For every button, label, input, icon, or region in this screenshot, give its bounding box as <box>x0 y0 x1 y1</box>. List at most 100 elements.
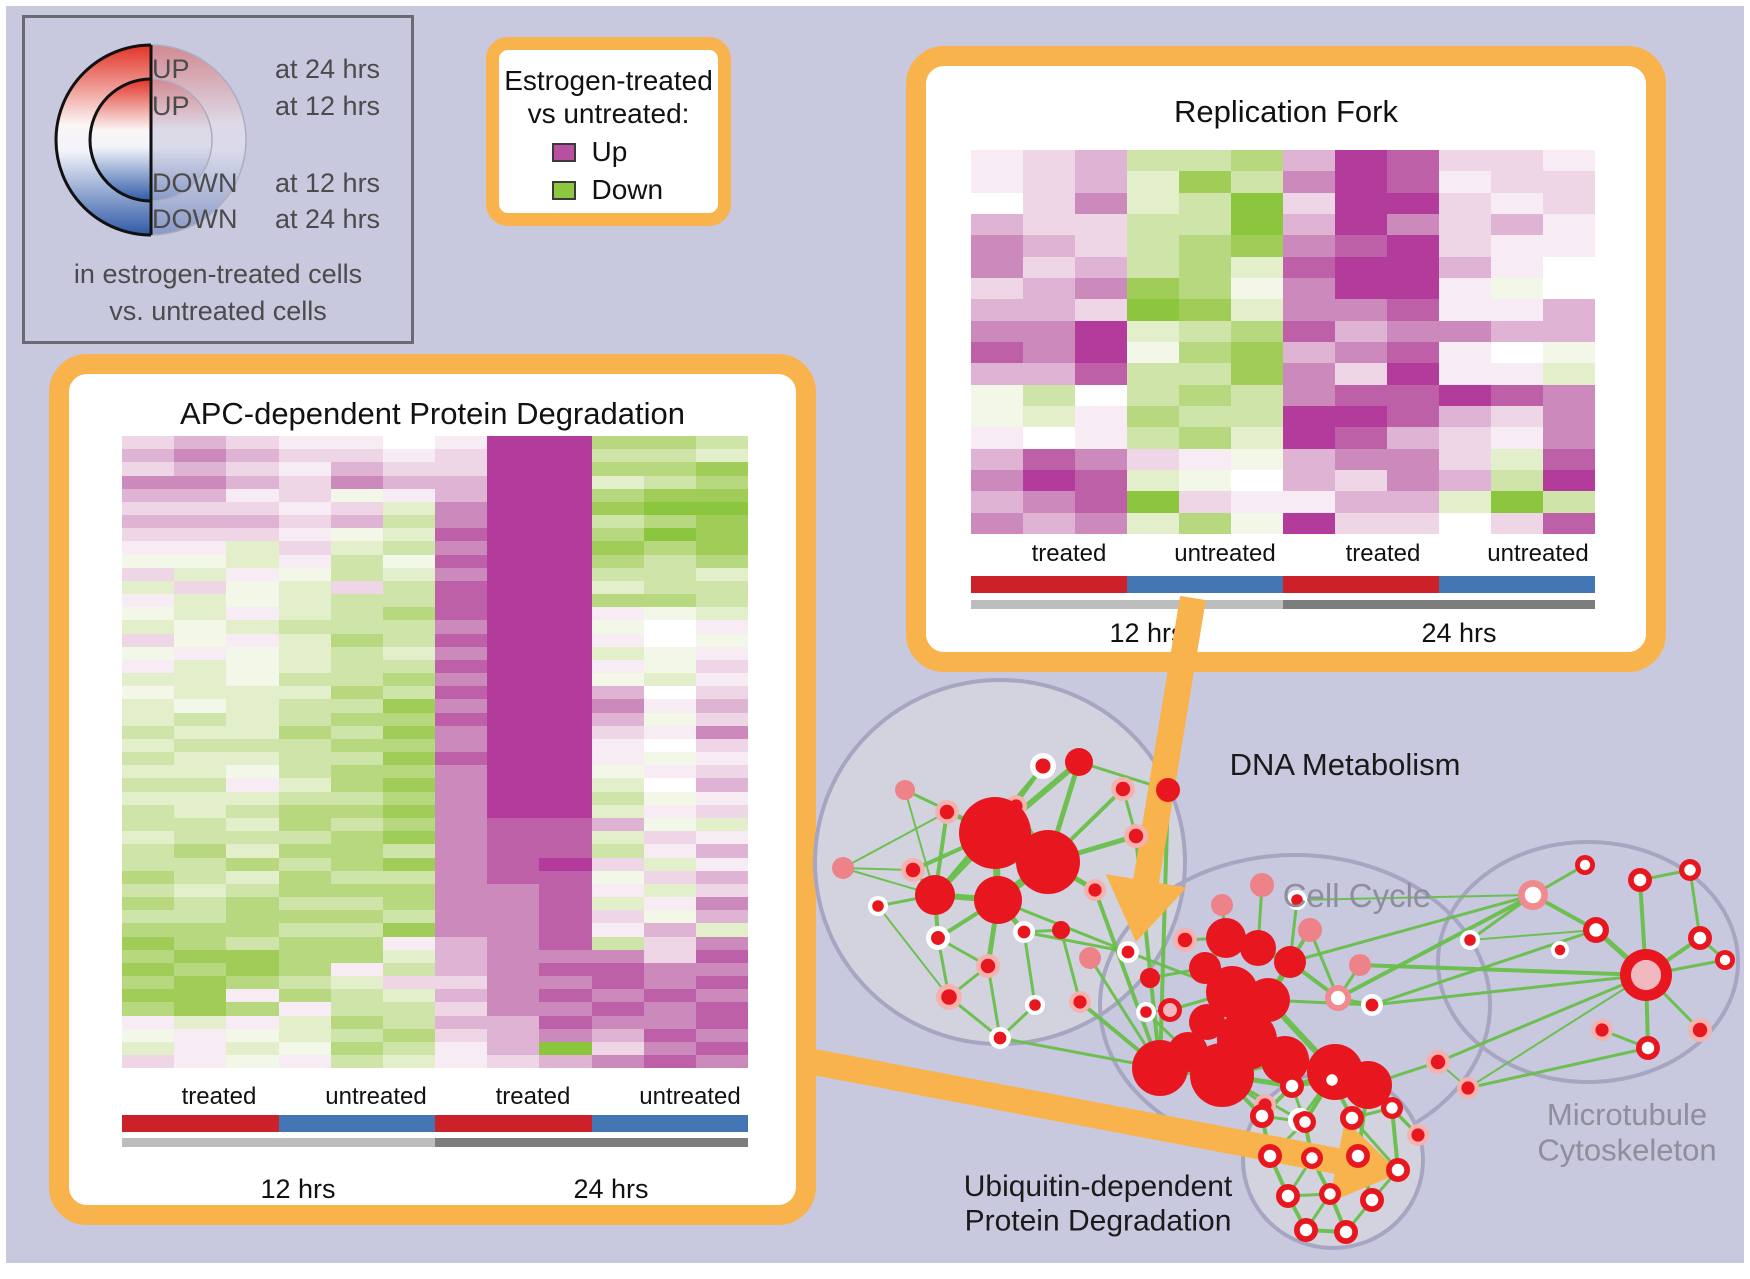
heatmap-cell <box>695 765 749 779</box>
heatmap-cell <box>591 607 644 621</box>
heatmap-cell <box>591 857 644 871</box>
heatmap-cell <box>487 594 540 608</box>
heatmap-cell <box>278 659 331 674</box>
legend-down-24-time: at 24 hrs <box>275 204 381 234</box>
heatmap-cell <box>122 646 175 660</box>
heatmap-cell <box>382 1041 436 1056</box>
heatmap-cell <box>487 475 540 489</box>
heatmap-cell <box>591 1015 644 1029</box>
heatmap-cell <box>643 791 696 805</box>
heatmap-cell <box>122 1002 175 1016</box>
heatmap-cell <box>330 673 383 687</box>
heatmap-cell <box>278 765 331 779</box>
heatmap-row <box>971 384 1595 406</box>
heatmap-cell <box>226 528 279 542</box>
heatmap-cell <box>278 633 331 647</box>
heatmap-row <box>122 449 749 463</box>
heatmap-cell <box>1179 427 1231 449</box>
heatmap-row <box>122 765 749 779</box>
heatmap-row <box>122 725 749 739</box>
heatmap-cell <box>1023 192 1075 214</box>
heatmap-cell <box>330 436 383 450</box>
rf-time-bar <box>971 600 1595 609</box>
heatmap-cell <box>643 475 696 489</box>
heatmap-cell <box>278 1015 331 1029</box>
heatmap-cell <box>330 594 383 608</box>
heatmap-cell <box>330 501 383 516</box>
heatmap-cell <box>643 738 696 753</box>
heatmap-cell <box>330 1041 383 1056</box>
heatmap-cell <box>487 923 540 937</box>
legend-down-12-time: at 12 hrs <box>275 168 381 198</box>
heatmap-cell <box>226 1028 279 1042</box>
heatmap-row <box>971 150 1595 172</box>
heatmap-cell <box>1387 277 1439 300</box>
heatmap-cell <box>1439 363 1491 385</box>
heatmap-cell <box>278 449 331 463</box>
heatmap-cell <box>330 936 383 950</box>
heatmap-cell <box>435 607 488 621</box>
heatmap-row <box>122 699 749 713</box>
heatmap-cell <box>1491 427 1543 449</box>
heatmap-cell <box>1543 448 1595 470</box>
heatmap-cell <box>1231 405 1283 428</box>
heatmap-cell <box>122 686 175 700</box>
heatmap-cell <box>122 752 175 766</box>
heatmap-cell <box>330 989 383 1003</box>
heatmap-cell <box>487 1055 540 1069</box>
heatmap-cell <box>122 580 175 595</box>
heatmap-cell <box>1387 299 1439 321</box>
key-title-line2: vs untreated: <box>527 98 690 129</box>
heatmap-cell <box>1283 405 1335 428</box>
heatmap-cell <box>226 699 279 713</box>
heatmap-row <box>122 633 749 647</box>
heatmap-cell <box>591 659 644 674</box>
heatmap-cell <box>1335 363 1387 385</box>
heatmap-cell <box>226 686 279 700</box>
heatmap-cell <box>1231 150 1283 172</box>
heatmap-cell <box>1387 171 1439 193</box>
heatmap-cell <box>122 817 175 832</box>
heatmap-cell <box>591 633 644 647</box>
heatmap-cell <box>435 449 488 463</box>
heatmap-cell <box>539 515 592 529</box>
heatmap-cell <box>330 883 383 898</box>
heatmap-cell <box>435 778 488 792</box>
heatmap-cell <box>643 699 696 713</box>
heatmap-row <box>122 620 749 634</box>
heatmap-cell <box>539 883 592 898</box>
heatmap-cell <box>330 646 383 660</box>
heatmap-cell <box>591 989 644 1003</box>
heatmap-cell <box>122 1028 175 1042</box>
heatmap-cell <box>1127 363 1179 385</box>
heatmap-cell <box>695 910 749 924</box>
heatmap-cell <box>1127 405 1179 428</box>
heatmap-cell <box>122 1055 175 1069</box>
heatmap-cell <box>1335 512 1387 534</box>
heatmap-cell <box>330 633 383 647</box>
heatmap-cell <box>226 765 279 779</box>
heatmap-cell <box>591 976 644 990</box>
heatmap-cell <box>539 778 592 792</box>
heatmap-cell <box>1023 171 1075 193</box>
heatmap-cell <box>278 620 331 634</box>
heatmap-cell <box>643 752 696 766</box>
heatmap-cell <box>382 936 436 950</box>
heatmap-cell <box>487 607 540 621</box>
heatmap-cell <box>591 462 644 476</box>
heatmap-cell <box>643 844 696 858</box>
heatmap-cell <box>435 488 488 502</box>
heatmap-cell <box>1179 469 1231 492</box>
heatmap-cell <box>695 646 749 660</box>
heatmap-cell <box>330 778 383 792</box>
heatmap-cell <box>330 1002 383 1016</box>
heatmap-cell <box>695 923 749 937</box>
heatmap-cell <box>643 804 696 818</box>
heatmap-cell <box>174 804 227 818</box>
heatmap-cell <box>1075 405 1127 428</box>
heatmap-cell <box>1335 256 1387 278</box>
heatmap-row <box>971 213 1595 236</box>
heatmap-cell <box>1439 469 1491 492</box>
heatmap-cell <box>1179 235 1231 257</box>
heatmap-cell <box>330 712 383 726</box>
